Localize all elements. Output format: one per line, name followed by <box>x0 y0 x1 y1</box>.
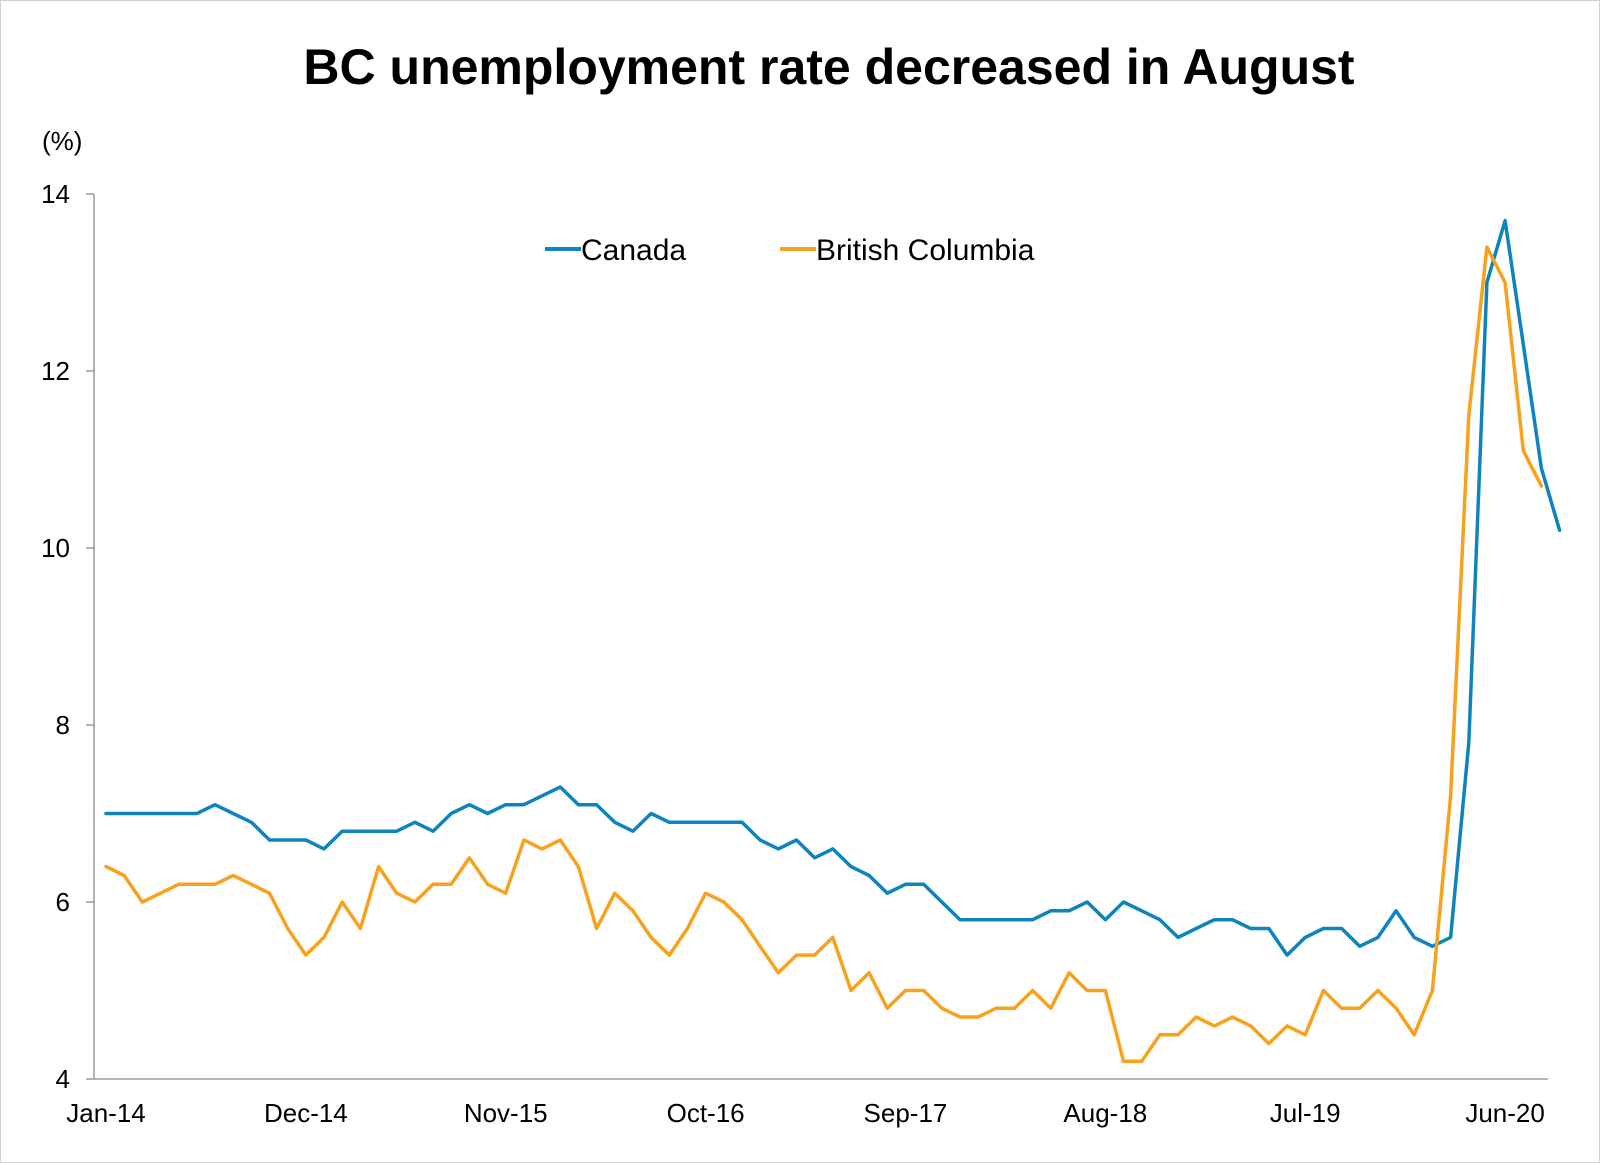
y-tick-label: 10 <box>41 533 70 563</box>
y-axis-ticks: 4 6 8 10 12 14 <box>41 179 94 1094</box>
y-tick-label: 12 <box>41 356 70 386</box>
x-tick-label: Jan-14 <box>66 1098 146 1128</box>
x-tick-label: Sep-17 <box>864 1098 948 1128</box>
x-tick-label: Jul-19 <box>1270 1098 1341 1128</box>
x-axis-ticks: Jan-14 Dec-14 Nov-15 Oct-16 Sep-17 Aug-18 Jul-… <box>66 1098 1545 1128</box>
legend-label: Canada <box>581 234 686 267</box>
y-tick-label: 8 <box>56 710 70 740</box>
x-tick-label: Dec-14 <box>264 1098 348 1128</box>
x-tick-label: Oct-16 <box>667 1098 745 1128</box>
legend-label: British Columbia <box>816 234 1035 267</box>
series-lines <box>104 218 1562 1064</box>
axes <box>93 194 1548 1080</box>
chart-title: BC unemployment rate decreased in August <box>303 39 1355 95</box>
y-tick-label: 4 <box>56 1064 70 1094</box>
x-tick-label: Jun-20 <box>1465 1098 1545 1128</box>
y-tick-label: 14 <box>41 179 70 209</box>
y-axis-unit-label: (%) <box>42 126 83 156</box>
x-tick-label: Aug-18 <box>1063 1098 1147 1128</box>
legend: Canada British Columbia <box>545 234 1035 267</box>
series-line-canada <box>104 218 1562 957</box>
series-line-british-columbia <box>104 245 1544 1064</box>
x-tick-label: Nov-15 <box>464 1098 548 1128</box>
y-tick-label: 6 <box>56 887 70 917</box>
